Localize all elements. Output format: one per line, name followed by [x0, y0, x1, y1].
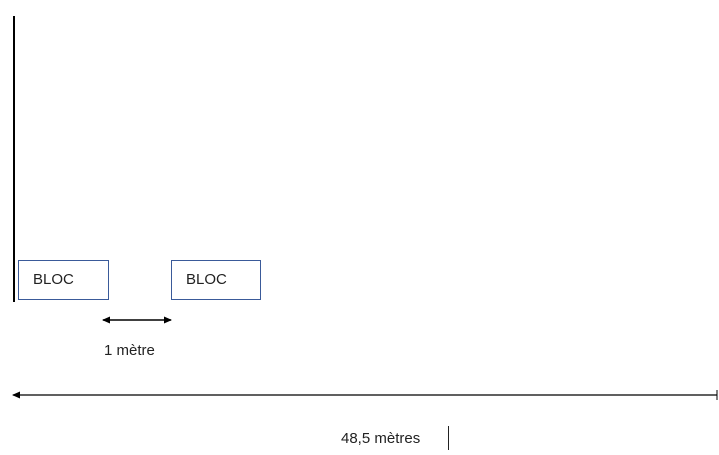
total-dimension-label: 48,5 mètres — [341, 430, 421, 447]
text-cursor — [448, 426, 449, 450]
bloc-box-2: BLOC — [171, 260, 261, 300]
gap-dimension-label: 1 mètre — [104, 342, 155, 359]
bloc-label-2: BLOC — [186, 271, 227, 288]
bloc-label-1: BLOC — [33, 271, 74, 288]
bloc-box-1: BLOC — [18, 260, 109, 300]
